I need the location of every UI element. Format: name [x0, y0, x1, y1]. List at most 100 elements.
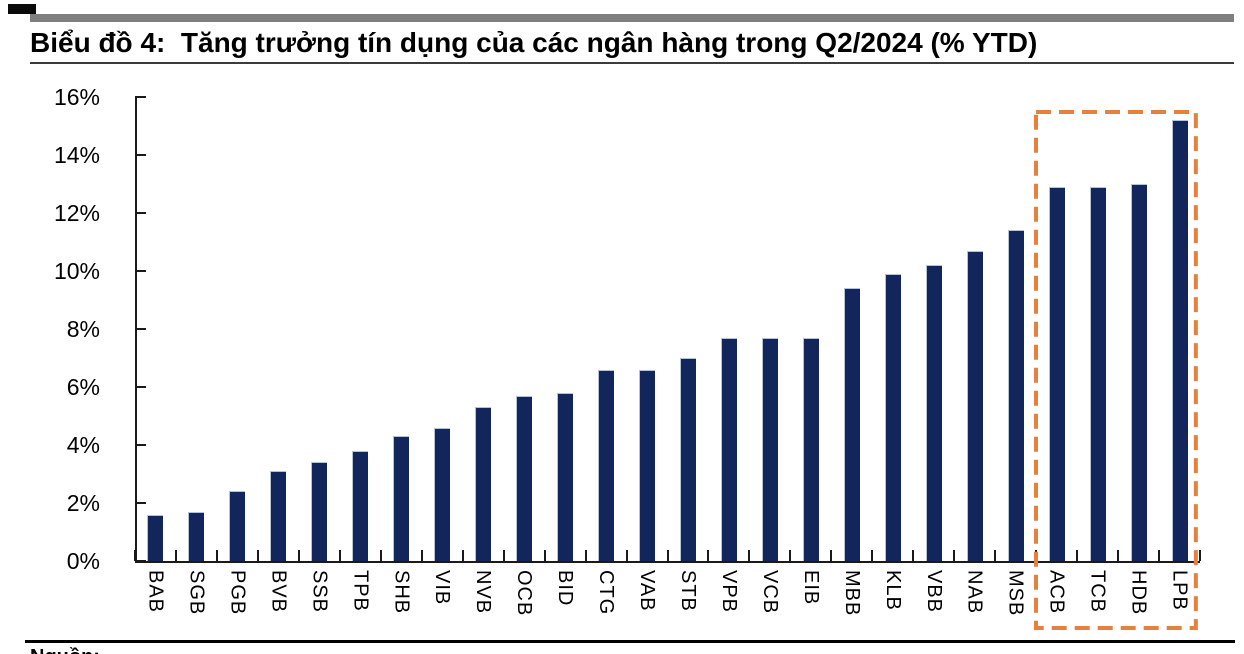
figure-bottom-rule: [25, 640, 1235, 643]
bar-MBB: [843, 288, 860, 561]
bar-TCB: [1089, 186, 1106, 561]
bar-KLB: [884, 273, 901, 561]
x-tick-14: [707, 550, 710, 561]
x-tick-15: [748, 550, 751, 561]
x-tick-18: [871, 550, 874, 561]
y-axis-label-0%: 0%: [66, 548, 100, 574]
header-gray-bar: [30, 14, 1234, 22]
x-tick-10: [543, 550, 546, 561]
x-tick-8: [461, 550, 464, 561]
x-axis-label-EIB: EIB: [799, 570, 822, 606]
x-axis-label-CTG: CTG: [595, 570, 618, 616]
x-tick-20: [953, 550, 956, 561]
chart-title: Biểu đồ 4: Tăng trưởng tín dụng của các …: [30, 27, 1038, 58]
bar-ACB: [1048, 186, 1065, 561]
y-axis-label-10%: 10%: [53, 258, 100, 284]
y-axis-label-8%: 8%: [66, 316, 100, 342]
x-tick-24: [1117, 550, 1120, 561]
y-tick-14%: [135, 154, 146, 156]
y-axis-label-12%: 12%: [53, 200, 100, 226]
x-axis-label-BAB: BAB: [144, 570, 167, 614]
bar-SGB: [188, 511, 205, 561]
x-axis-label-MBB: MBB: [840, 570, 863, 617]
bar-CTG: [598, 369, 615, 561]
y-axis-label-4%: 4%: [66, 432, 100, 458]
x-axis-label-KLB: KLB: [881, 570, 904, 611]
x-tick-21: [994, 550, 997, 561]
x-tick-26: [1199, 550, 1201, 561]
bar-HDB: [1130, 184, 1147, 561]
y-tick-4%: [135, 444, 146, 446]
x-axis-label-VPB: VPB: [717, 570, 740, 614]
bar-OCB: [516, 395, 533, 561]
y-tick-2%: [135, 502, 146, 504]
x-tick-11: [584, 550, 587, 561]
bar-NVB: [475, 407, 492, 561]
x-axis-label-VBB: VBB: [922, 570, 945, 614]
x-tick-25: [1158, 550, 1161, 561]
x-axis-label-HDB: HDB: [1127, 570, 1150, 616]
y-tick-16%: [135, 96, 146, 98]
x-tick-16: [789, 550, 792, 561]
bar-VAB: [639, 369, 656, 561]
x-axis-label-VCB: VCB: [758, 570, 781, 615]
highlight-dashed-box: [1034, 110, 1198, 630]
x-axis-label-VIB: VIB: [431, 570, 454, 606]
x-tick-5: [338, 550, 341, 561]
title-underline-rule: [30, 62, 1234, 64]
x-tick-13: [666, 550, 669, 561]
bar-MSB: [1007, 230, 1024, 561]
bar-LPB: [1171, 120, 1188, 561]
x-tick-17: [830, 550, 833, 561]
bar-BAB: [147, 514, 164, 561]
bar-VPB: [720, 337, 737, 561]
y-axis-label-2%: 2%: [66, 490, 100, 516]
x-axis-label-MSB: MSB: [1004, 570, 1027, 617]
y-axis-label-16%: 16%: [53, 84, 100, 110]
x-axis-label-BID: BID: [554, 570, 577, 607]
y-tick-0%: [135, 560, 146, 562]
bar-BID: [557, 392, 574, 561]
x-tick-7: [420, 550, 423, 561]
x-tick-12: [625, 550, 628, 561]
x-tick-23: [1076, 550, 1079, 561]
bar-SSB: [311, 462, 328, 561]
x-axis-label-VAB: VAB: [636, 570, 659, 612]
x-axis-label-ACB: ACB: [1045, 570, 1068, 615]
y-axis-label-14%: 14%: [53, 142, 100, 168]
x-axis-label-OCB: OCB: [513, 570, 536, 617]
bar-NAB: [966, 250, 983, 561]
x-axis-label-TCB: TCB: [1086, 570, 1109, 613]
bar-PGB: [229, 491, 246, 561]
x-axis: [135, 561, 1200, 563]
bar-SHB: [393, 436, 410, 561]
x-tick-9: [502, 550, 505, 561]
x-axis-label-TPB: TPB: [349, 570, 372, 612]
y-tick-6%: [135, 386, 146, 388]
bar-EIB: [802, 337, 819, 561]
y-tick-8%: [135, 328, 146, 330]
x-axis-label-SGB: SGB: [185, 570, 208, 616]
x-axis-label-SSB: SSB: [308, 570, 331, 614]
bar-BVB: [270, 471, 287, 561]
x-tick-6: [379, 550, 382, 561]
x-axis-label-NAB: NAB: [963, 570, 986, 615]
x-axis-label-STB: STB: [676, 570, 699, 612]
x-axis-label-NVB: NVB: [472, 570, 495, 615]
source-label-partial: Nguồn:: [30, 646, 100, 654]
x-tick-2: [215, 550, 218, 561]
bar-VCB: [761, 337, 778, 561]
x-axis-label-SHB: SHB: [390, 570, 413, 615]
x-axis-label-BVB: BVB: [267, 570, 290, 614]
x-tick-19: [912, 550, 915, 561]
x-tick-0: [134, 550, 136, 561]
y-axis-label-6%: 6%: [66, 374, 100, 400]
x-tick-4: [297, 550, 300, 561]
y-axis: [135, 97, 137, 563]
y-tick-10%: [135, 270, 146, 272]
x-tick-1: [174, 550, 177, 561]
corner-crop-mark: [8, 4, 36, 14]
bar-TPB: [352, 450, 369, 561]
x-tick-3: [256, 550, 259, 561]
